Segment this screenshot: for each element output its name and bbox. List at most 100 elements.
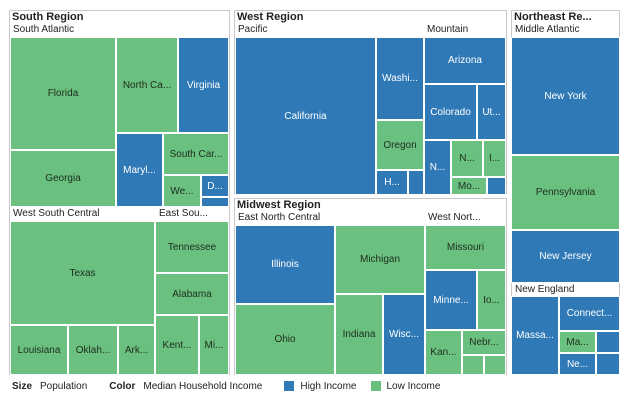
treemap-tile-colorado[interactable]: Colorado: [424, 84, 477, 140]
tile-label: Oregon: [383, 139, 417, 151]
legend-color-value: Median Household Income: [143, 380, 263, 392]
treemap-tile-oklah[interactable]: Oklah...: [68, 325, 118, 375]
treemap-tile[interactable]: [408, 170, 424, 195]
legend: Size Population Color Median Household I…: [12, 379, 454, 393]
treemap-tile-nebr[interactable]: Nebr...: [462, 330, 506, 355]
treemap-tile-south-car[interactable]: South Car...: [163, 133, 229, 175]
tile-label: Ut...: [482, 106, 501, 118]
legend-size-value: Population: [40, 380, 88, 392]
tile-label: Louisiana: [17, 344, 61, 356]
region-title: South Region: [12, 11, 84, 23]
treemap-tile-n[interactable]: N...: [424, 140, 451, 195]
tile-label: Tennessee: [167, 241, 217, 253]
division-header: New England: [512, 284, 619, 296]
treemap-tile-tennessee[interactable]: Tennessee: [155, 221, 229, 273]
treemap-tile-florida[interactable]: Florida: [10, 37, 116, 150]
region-title: Midwest Region: [237, 199, 321, 211]
treemap-tile-ma[interactable]: Ma...: [559, 331, 596, 353]
treemap-tile-washi[interactable]: Washi...: [376, 37, 424, 120]
tile-label: California: [284, 110, 327, 122]
legend-item-high-income: High Income: [284, 381, 357, 392]
treemap-tile[interactable]: [487, 177, 506, 195]
treemap-tile-alabama[interactable]: Alabama: [155, 273, 229, 315]
treemap-tile-new-york[interactable]: New York: [511, 37, 620, 155]
tile-label: Kent...: [162, 339, 192, 351]
tile-label: New York: [544, 90, 587, 102]
treemap-tile-georgia[interactable]: Georgia: [10, 150, 116, 207]
treemap-tile-indiana[interactable]: Indiana: [335, 294, 383, 375]
tile-label: Missouri: [446, 242, 485, 253]
legend-swatch-high: [284, 381, 295, 391]
treemap-tile-ohio[interactable]: Ohio: [235, 304, 335, 375]
treemap-tile-kent[interactable]: Kent...: [155, 315, 199, 375]
treemap-tile-michigan[interactable]: Michigan: [335, 225, 425, 294]
treemap-tile-ark[interactable]: Ark...: [118, 325, 155, 375]
tile-label: Washi...: [382, 73, 418, 84]
legend-color-label: Color: [109, 380, 136, 392]
treemap-tile-kan[interactable]: Kan...: [425, 330, 462, 375]
treemap-tile[interactable]: [201, 197, 229, 207]
treemap-tile-new-jersey[interactable]: New Jersey: [511, 230, 620, 283]
tile-label: Indiana: [342, 329, 376, 340]
treemap-tile-minne[interactable]: Minne...: [425, 270, 477, 330]
tile-label: Texas: [69, 267, 96, 279]
division-header: East North Central: [235, 212, 424, 224]
tile-label: Pennsylvania: [535, 187, 596, 198]
tile-label: Io...: [483, 294, 500, 306]
tile-label: Maryl...: [123, 164, 156, 176]
tile-label: Virginia: [186, 79, 221, 91]
treemap-tile[interactable]: [596, 353, 620, 375]
tile-label: Ne...: [566, 358, 589, 370]
treemap-tile-n[interactable]: N...: [451, 140, 483, 177]
tile-label: Mi...: [204, 339, 224, 351]
legend-label-low: Low Income: [386, 380, 441, 392]
treemap-tile-wisc[interactable]: Wisc...: [383, 294, 425, 375]
treemap-tile-virginia[interactable]: Virginia: [178, 37, 229, 133]
treemap-tile[interactable]: [596, 331, 620, 353]
tile-label: We...: [170, 185, 194, 197]
treemap-tile[interactable]: [462, 355, 484, 375]
tile-label: Ohio: [274, 334, 296, 345]
tile-label: New Jersey: [539, 251, 592, 262]
treemap-tile-h[interactable]: H...: [376, 170, 408, 195]
treemap-tile-ne[interactable]: Ne...: [559, 353, 596, 375]
treemap-tile-arizona[interactable]: Arizona: [424, 37, 506, 84]
treemap-tile-ut[interactable]: Ut...: [477, 84, 506, 140]
treemap-tile-d[interactable]: D...: [201, 175, 229, 197]
treemap-tile-mo[interactable]: Mo...: [451, 177, 487, 195]
tile-label: Alabama: [172, 288, 212, 300]
tile-label: Ark...: [124, 344, 149, 356]
tile-label: D...: [207, 180, 223, 192]
tile-label: Connect...: [566, 308, 613, 319]
treemap-tile-illinois[interactable]: Illinois: [235, 225, 335, 304]
treemap-tile-pennsylvania[interactable]: Pennsylvania: [511, 155, 620, 230]
tile-label: South Car...: [169, 148, 223, 160]
treemap-tile[interactable]: [484, 355, 506, 375]
treemap-tile-north-ca[interactable]: North Ca...: [116, 37, 178, 133]
tile-label: Massa...: [516, 330, 554, 341]
tile-label: Colorado: [430, 106, 471, 118]
treemap-tile-texas[interactable]: Texas: [10, 221, 155, 325]
tile-label: Kan...: [430, 347, 457, 358]
tile-label: Michigan: [359, 254, 401, 265]
treemap-tile-missouri[interactable]: Missouri: [425, 225, 506, 270]
region-title: Northeast Re...: [514, 11, 592, 23]
treemap-tile-io[interactable]: Io...: [477, 270, 506, 330]
tile-label: Illinois: [271, 259, 299, 270]
division-header: West Nort...: [425, 212, 506, 224]
treemap-tile-we[interactable]: We...: [163, 175, 201, 207]
tile-label: Arizona: [448, 55, 482, 66]
treemap-tile-i[interactable]: I...: [483, 140, 506, 177]
region-title: West Region: [237, 11, 304, 23]
treemap-tile-massa[interactable]: Massa...: [511, 296, 559, 375]
treemap-tile-maryl[interactable]: Maryl...: [116, 133, 163, 207]
treemap-tile-california[interactable]: California: [235, 37, 376, 195]
division-header: Mountain: [424, 24, 506, 36]
tile-label: Ma...: [566, 336, 589, 348]
treemap-tile-louisiana[interactable]: Louisiana: [10, 325, 68, 375]
treemap-tile-mi[interactable]: Mi...: [199, 315, 229, 375]
tile-label: N...: [429, 162, 446, 173]
treemap-tile-oregon[interactable]: Oregon: [376, 120, 424, 170]
treemap-tile-connect[interactable]: Connect...: [559, 296, 620, 331]
